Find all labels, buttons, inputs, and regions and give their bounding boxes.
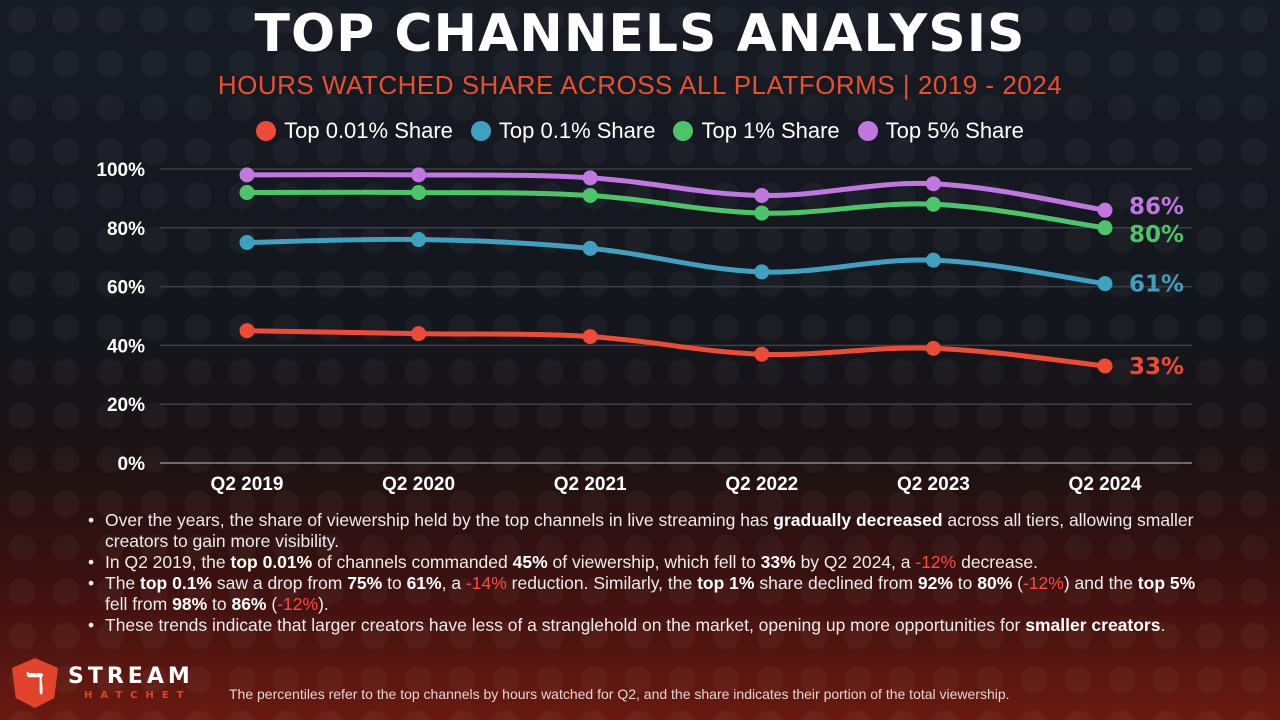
data-point bbox=[754, 346, 770, 362]
insights-list: Over the years, the share of viewership … bbox=[88, 510, 1218, 636]
insight-bullet: These trends indicate that larger creato… bbox=[88, 615, 1218, 636]
x-tick-label: Q2 2023 bbox=[897, 474, 970, 495]
x-tick-label: Q2 2022 bbox=[725, 474, 798, 495]
chart-legend: Top 0.01% Share Top 0.1% Share Top 1% Sh… bbox=[0, 118, 1280, 144]
data-point bbox=[582, 170, 598, 186]
data-point bbox=[582, 187, 598, 203]
data-point bbox=[411, 326, 427, 342]
y-tick-label: 80% bbox=[107, 219, 145, 240]
data-point bbox=[754, 205, 770, 221]
legend-item-top-0-1: Top 0.1% Share bbox=[470, 118, 656, 144]
data-point bbox=[1097, 202, 1113, 218]
series-line bbox=[244, 189, 1108, 231]
x-axis-ticks: Q2 2019 Q2 2020 Q2 2021 Q2 2022 Q2 2023 Q2 20… bbox=[211, 474, 1142, 495]
end-value-label: 80% bbox=[1129, 222, 1184, 248]
data-point bbox=[411, 185, 427, 201]
series-line bbox=[244, 236, 1108, 287]
y-tick-label: 20% bbox=[107, 395, 145, 416]
end-value-label: 86% bbox=[1129, 194, 1184, 220]
page-subtitle: HOURS WATCHED SHARE ACROSS ALL PLATFORMS… bbox=[217, 70, 1063, 100]
series-line bbox=[244, 328, 1108, 369]
data-point bbox=[925, 196, 941, 212]
data-point bbox=[411, 167, 427, 183]
data-point bbox=[239, 235, 255, 250]
insight-bullet: Over the years, the share of viewership … bbox=[88, 510, 1218, 552]
data-point bbox=[239, 167, 255, 183]
legend-label: Top 0.1% Share bbox=[498, 118, 656, 143]
end-value-labels: 33% 61% 80%86% bbox=[1129, 194, 1184, 380]
brand-name-bottom: HATCHET bbox=[84, 689, 192, 701]
legend-label: Top 1% Share bbox=[701, 118, 840, 143]
legend-item-top-5: Top 5% Share bbox=[857, 118, 1024, 144]
data-point bbox=[582, 329, 598, 345]
insight-bullet: The top 0.1% saw a drop from 75% to 61%,… bbox=[88, 573, 1218, 615]
y-tick-label: 0% bbox=[118, 454, 146, 475]
legend-swatch-icon bbox=[857, 121, 878, 141]
page-title: TOP CHANNELS ANALYSIS bbox=[254, 4, 1026, 64]
x-tick-label: Q2 2024 bbox=[1069, 474, 1142, 495]
data-point bbox=[239, 185, 255, 201]
legend-label: Top 5% Share bbox=[885, 118, 1024, 143]
legend-label: Top 0.01% Share bbox=[284, 118, 453, 143]
y-axis-ticks: 0% 20% 40% 60% 80% 100% bbox=[96, 160, 145, 475]
end-value-label: 33% bbox=[1129, 354, 1184, 380]
data-point bbox=[925, 176, 941, 192]
insight-bullet: In Q2 2019, the top 0.01% of channels co… bbox=[88, 552, 1218, 573]
x-tick-label: Q2 2021 bbox=[554, 474, 627, 495]
end-value-label: 61% bbox=[1129, 272, 1184, 298]
data-point bbox=[754, 187, 770, 203]
legend-swatch-icon bbox=[470, 121, 491, 141]
y-tick-label: 40% bbox=[107, 336, 145, 357]
data-point bbox=[239, 323, 255, 339]
legend-item-top-1: Top 1% Share bbox=[673, 118, 840, 144]
data-point bbox=[1097, 276, 1113, 292]
data-point bbox=[1097, 220, 1113, 236]
x-tick-label: Q2 2020 bbox=[382, 474, 455, 495]
series-line bbox=[244, 172, 1108, 213]
data-point bbox=[411, 232, 427, 248]
brand-wordmark: STREAM HATCHET bbox=[68, 663, 194, 701]
legend-swatch-icon bbox=[673, 121, 694, 141]
brand-logo: ℸ STREAM HATCHET bbox=[12, 658, 194, 708]
data-point bbox=[582, 240, 598, 256]
legend-item-top-0-01: Top 0.01% Share bbox=[256, 118, 453, 144]
data-point bbox=[925, 252, 941, 268]
legend-swatch-icon bbox=[256, 121, 277, 141]
hatchet-shield-icon: ℸ bbox=[12, 658, 58, 708]
data-point bbox=[1097, 358, 1113, 374]
brand-name-top: STREAM bbox=[68, 663, 194, 689]
gridlines bbox=[160, 168, 1192, 464]
x-tick-label: Q2 2019 bbox=[211, 474, 284, 495]
y-tick-label: 60% bbox=[107, 278, 145, 299]
y-tick-label: 100% bbox=[96, 160, 145, 181]
data-point bbox=[754, 264, 770, 280]
series-lines bbox=[239, 167, 1113, 374]
data-point bbox=[925, 340, 941, 356]
footnote: The percentiles refer to the top channel… bbox=[229, 686, 1010, 702]
